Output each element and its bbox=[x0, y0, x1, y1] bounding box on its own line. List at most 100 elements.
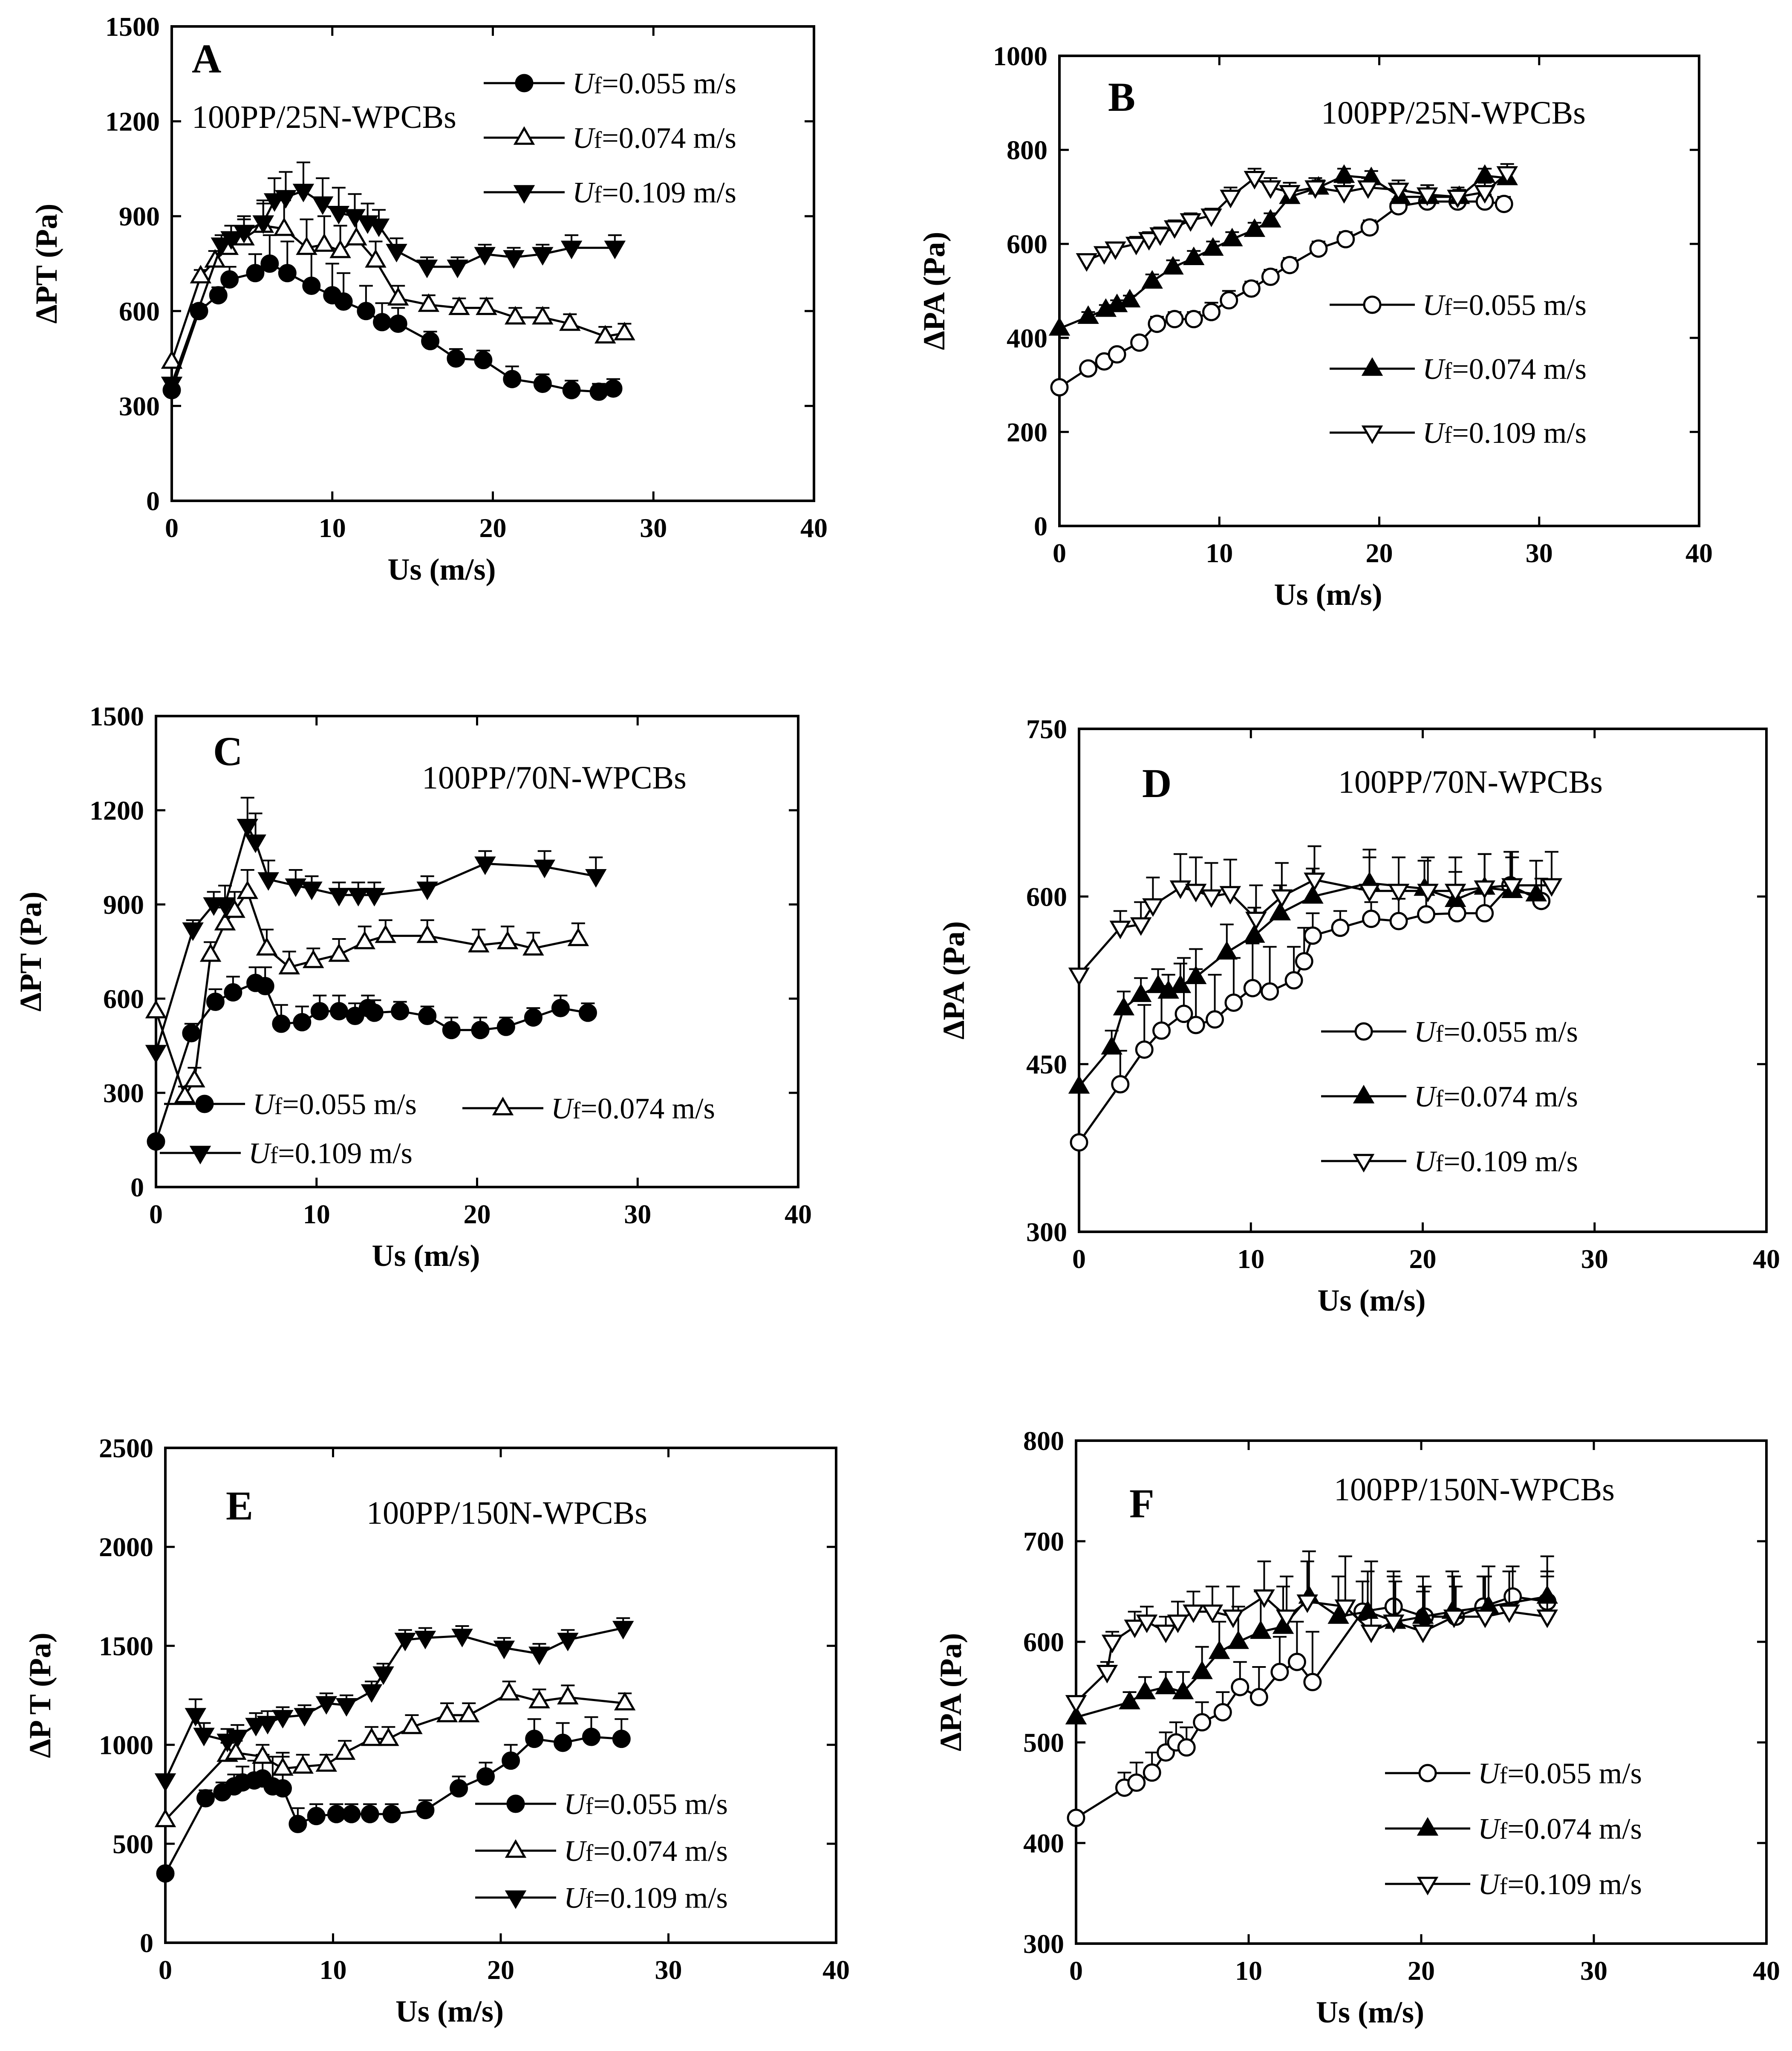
data-point bbox=[294, 1708, 315, 1727]
data-point bbox=[209, 286, 228, 305]
data-point bbox=[1216, 941, 1238, 960]
y-tick-label: 300 bbox=[119, 391, 160, 421]
y-axis-title: ΔPA (Pa) bbox=[917, 232, 951, 350]
data-point bbox=[190, 302, 208, 321]
data-point bbox=[1096, 1665, 1118, 1684]
data-point bbox=[1412, 1624, 1434, 1644]
legend-marker bbox=[1353, 1085, 1375, 1103]
x-tick-label: 20 bbox=[464, 1199, 491, 1229]
y-axis-title: ΔPT (Pa) bbox=[14, 892, 48, 1012]
data-point bbox=[257, 872, 279, 891]
sample-label: 100PP/150N-WPCBs bbox=[1334, 1472, 1615, 1508]
data-point bbox=[1067, 1808, 1085, 1827]
y-tick-label: 600 bbox=[119, 296, 160, 326]
data-point bbox=[1495, 194, 1513, 213]
legend-entry: Uf=0.109 m/s bbox=[1330, 417, 1587, 450]
data-point bbox=[1093, 246, 1115, 265]
data-point bbox=[1174, 1005, 1193, 1023]
data-point bbox=[1130, 983, 1152, 1002]
panel-letter: E bbox=[226, 1483, 253, 1528]
data-point bbox=[1227, 1630, 1249, 1649]
x-tick-label: 20 bbox=[1409, 1244, 1437, 1274]
data-point bbox=[1448, 904, 1466, 923]
data-point bbox=[1357, 1600, 1379, 1619]
legend: Uf=0.055 m/s Uf=0.074 m/s Uf=0.109 m/s bbox=[1321, 1016, 1578, 1178]
legend-entry: Uf=0.074 m/s bbox=[475, 1835, 728, 1868]
data-point bbox=[502, 1751, 520, 1770]
data-point bbox=[560, 240, 583, 260]
data-point bbox=[557, 1632, 579, 1652]
data-point bbox=[145, 1045, 167, 1064]
data-point bbox=[161, 376, 183, 396]
y-tick-label: 400 bbox=[1023, 1828, 1064, 1858]
data-point bbox=[1200, 889, 1222, 908]
data-point bbox=[285, 878, 307, 897]
data-point bbox=[436, 1704, 458, 1722]
data-point bbox=[1193, 1713, 1212, 1732]
legend-label: Uf=0.074 m/s bbox=[1423, 353, 1587, 386]
legend-entry: Uf=0.074 m/s bbox=[1330, 353, 1587, 386]
legend-label: Uf=0.074 m/s bbox=[572, 122, 736, 155]
x-tick-label: 30 bbox=[655, 1955, 682, 1985]
data-point bbox=[361, 1805, 379, 1823]
data-point bbox=[346, 1007, 364, 1026]
x-tick-label: 30 bbox=[1580, 1956, 1607, 1986]
data-point bbox=[147, 1132, 165, 1151]
data-point bbox=[1309, 239, 1328, 258]
x-tick-label: 20 bbox=[487, 1955, 514, 1985]
data-point bbox=[1169, 974, 1192, 993]
data-point bbox=[582, 1727, 600, 1746]
series-uf-0-109 bbox=[1068, 845, 1563, 986]
legend-entry: Uf=0.074 m/s bbox=[462, 1092, 715, 1125]
x-tick-label: 10 bbox=[1235, 1956, 1262, 1986]
data-point bbox=[416, 260, 438, 278]
data-point bbox=[225, 1741, 247, 1760]
data-point bbox=[185, 1708, 207, 1727]
data-point bbox=[1065, 1706, 1087, 1725]
data-point bbox=[1253, 1589, 1275, 1608]
data-point bbox=[496, 1017, 515, 1036]
data-point bbox=[1360, 218, 1379, 237]
data-point bbox=[1149, 227, 1171, 246]
data-point bbox=[1245, 912, 1267, 930]
data-point bbox=[1191, 1660, 1213, 1679]
legend-entry: Uf=0.055 m/s bbox=[1330, 289, 1587, 322]
data-point bbox=[302, 949, 324, 968]
data-point bbox=[1304, 180, 1326, 199]
data-point bbox=[1231, 1678, 1249, 1696]
y-tick-label: 0 bbox=[130, 1172, 144, 1202]
data-point bbox=[1359, 884, 1380, 903]
data-point bbox=[1219, 886, 1241, 905]
data-point bbox=[1279, 185, 1301, 204]
data-point bbox=[289, 1814, 307, 1833]
sample-label: 100PP/150N-WPCBs bbox=[366, 1495, 647, 1531]
data-point bbox=[154, 1773, 176, 1792]
data-point bbox=[1142, 898, 1164, 917]
x-tick-label: 10 bbox=[1237, 1244, 1264, 1274]
panel-letter: B bbox=[1108, 74, 1135, 120]
data-point bbox=[394, 1632, 416, 1652]
data-point bbox=[1250, 1620, 1272, 1639]
x-tick-label: 30 bbox=[640, 513, 667, 543]
data-point bbox=[278, 956, 300, 975]
legend-marker bbox=[1417, 1817, 1439, 1836]
data-point bbox=[245, 1718, 267, 1736]
y-tick-label: 450 bbox=[1026, 1049, 1067, 1080]
data-point bbox=[373, 313, 392, 332]
sample-label: 100PP/25N-WPCBs bbox=[1321, 95, 1586, 131]
data-point bbox=[1220, 291, 1238, 310]
x-axis-title: Us (m/s) bbox=[1318, 1283, 1426, 1317]
legend-label: Uf=0.109 m/s bbox=[564, 1882, 728, 1915]
data-point bbox=[1206, 1010, 1224, 1029]
data-point bbox=[368, 218, 390, 237]
data-point bbox=[292, 184, 315, 202]
data-point bbox=[525, 1730, 544, 1748]
y-tick-label: 600 bbox=[1007, 229, 1047, 259]
y-tick-label: 0 bbox=[140, 1928, 153, 1958]
legend-label: Uf=0.109 m/s bbox=[1423, 417, 1587, 450]
legend: Uf=0.055 m/s Uf=0.074 m/s Uf=0.109 m/s bbox=[475, 1788, 728, 1915]
chart-panel-d: 0 10 20 30 40 300 450 600 750 Us (m/s) ΔPA (Pa) D 10… bbox=[937, 714, 1780, 1317]
y-tick-label: 300 bbox=[103, 1078, 144, 1108]
data-point bbox=[458, 1704, 480, 1722]
data-point bbox=[1152, 1021, 1171, 1040]
